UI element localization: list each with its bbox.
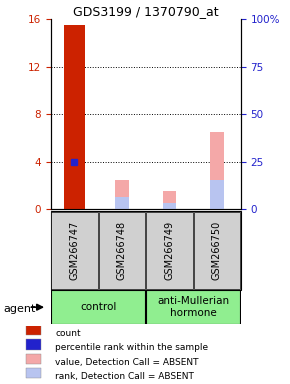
Bar [194, 212, 240, 289]
Bar [64, 25, 85, 209]
Bar [146, 212, 193, 289]
Bar [26, 325, 41, 335]
Bar [26, 354, 41, 364]
Bar [115, 197, 129, 209]
Text: count: count [55, 329, 81, 338]
Bar [210, 132, 224, 209]
Bar [146, 290, 240, 324]
Bar [163, 192, 176, 209]
Bar [26, 368, 41, 378]
Bar [163, 204, 176, 209]
Title: GDS3199 / 1370790_at: GDS3199 / 1370790_at [73, 5, 219, 18]
Bar [26, 339, 41, 349]
Bar [51, 212, 98, 289]
Text: GSM266747: GSM266747 [70, 221, 79, 280]
Text: GSM266749: GSM266749 [164, 221, 175, 280]
Bar [210, 180, 224, 209]
Text: percentile rank within the sample: percentile rank within the sample [55, 344, 208, 353]
Text: GSM266748: GSM266748 [117, 221, 127, 280]
Bar [51, 290, 145, 324]
Text: rank, Detection Call = ABSENT: rank, Detection Call = ABSENT [55, 372, 194, 381]
Text: control: control [80, 302, 116, 312]
Text: GSM266750: GSM266750 [212, 221, 222, 280]
Bar [99, 212, 145, 289]
Bar [115, 180, 129, 209]
Text: anti-Mullerian
hormone: anti-Mullerian hormone [157, 296, 229, 318]
Text: agent: agent [3, 304, 35, 314]
Text: value, Detection Call = ABSENT: value, Detection Call = ABSENT [55, 358, 199, 367]
